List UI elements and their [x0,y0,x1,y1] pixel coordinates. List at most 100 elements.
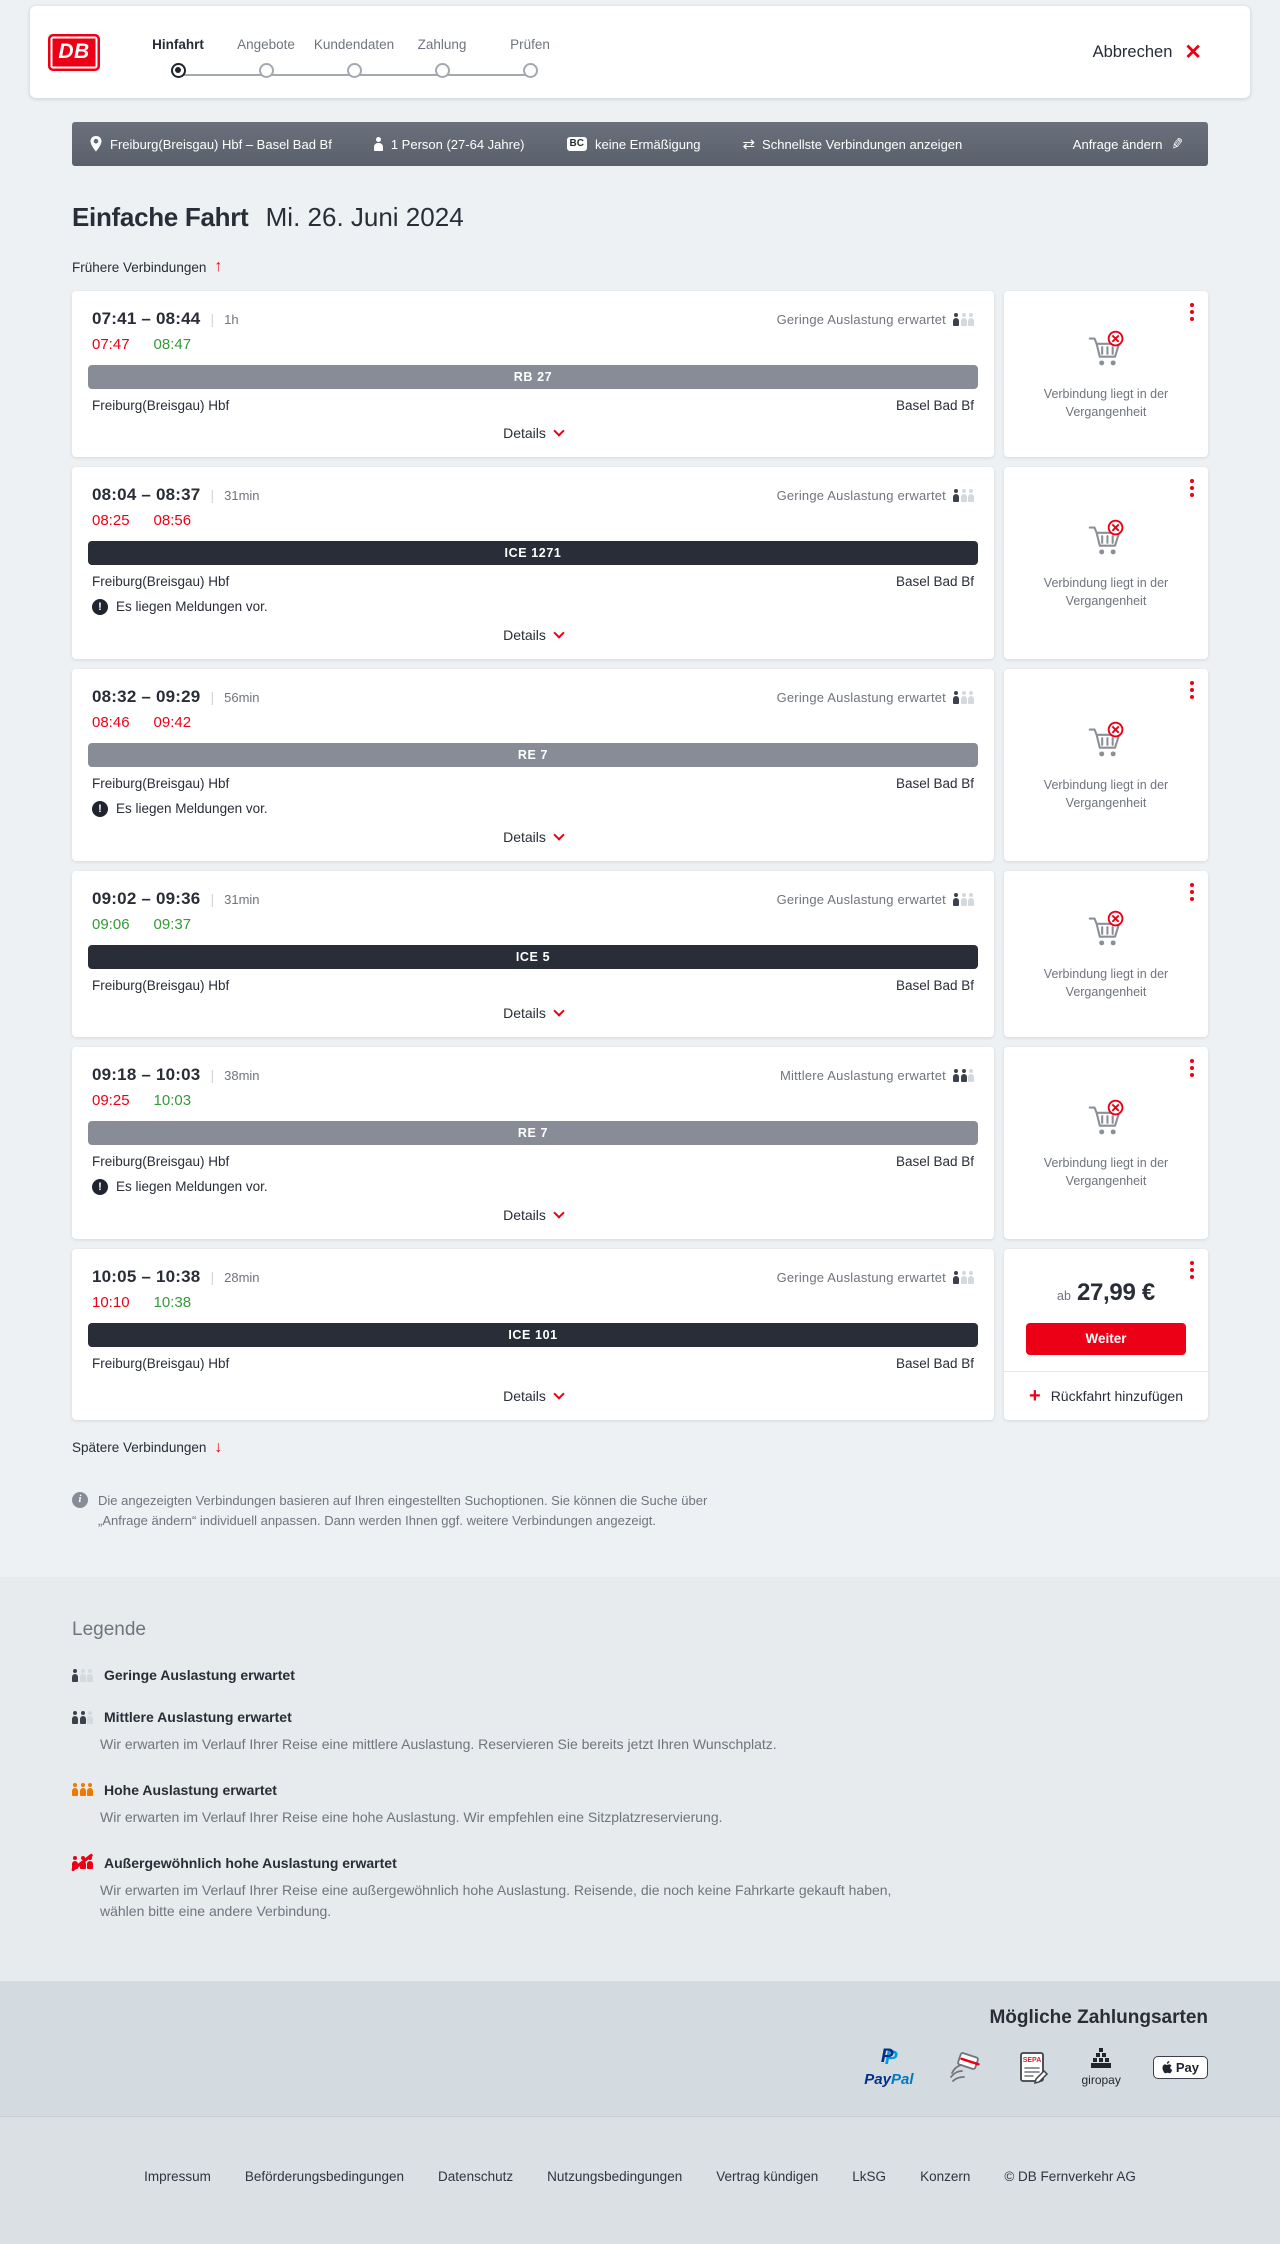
past-connection-info: Verbindung liegt in der Vergangenheit [1004,306,1208,441]
connection-row: 08:04 – 08:37 | 31min Geringe Auslastung… [72,466,1208,659]
arrow-up-icon: ↑ [214,258,223,275]
trip-type-label: Einfache Fahrt [72,202,249,232]
footer-link[interactable]: Nutzungsbedingungen [547,2169,683,2185]
occupancy-indicator: Geringe Auslastung erwartet [777,312,974,327]
separator: | [210,1066,215,1083]
actual-times: 09:06 09:37 [92,916,974,933]
occupancy-persons-icon [953,312,974,326]
stepper-step-angebote[interactable]: Angebote [178,37,310,78]
details-toggle[interactable]: Details [92,413,974,451]
continue-button[interactable]: Weiter [1026,1322,1186,1355]
connection-row: 10:05 – 10:38 | 28min Geringe Auslastung… [72,1248,1208,1420]
footer-link[interactable]: LkSG [852,2169,887,2185]
legend-item-label: Außergewöhnlich hohe Auslastung erwartet [104,1854,397,1871]
cancel-button[interactable]: Abbrechen ✕ [1087,41,1208,64]
kebab-menu-icon[interactable] [1188,881,1196,903]
past-connection-label: Verbindung liegt in der Vergangenheit [1043,386,1169,419]
kebab-menu-icon[interactable] [1188,1259,1196,1281]
add-return-button[interactable]: + Rückfahrt hinzufügen [1004,1370,1208,1420]
footer-link[interactable]: Datenschutz [438,2169,514,2185]
step-label: Prüfen [510,36,550,52]
summary-passengers-label: 1 Person (27-64 Jahre) [390,136,525,152]
footer-link[interactable]: Konzern [920,2169,971,2185]
occupancy-label: Geringe Auslastung erwartet [776,891,946,907]
bahncard-icon: BC [566,137,587,151]
warning-icon: ! [92,1178,108,1195]
search-summary-bar: Freiburg(Breisgau) Hbf – Basel Bad Bf 1 … [72,122,1208,166]
details-toggle[interactable]: Details [92,1376,974,1414]
train-product-bar: RE 7 [88,1120,978,1145]
earlier-connections-label: Frühere Verbindungen [72,259,207,275]
past-connection-label: Verbindung liegt in der Vergangenheit [1043,777,1169,810]
kebab-menu-icon[interactable] [1188,1057,1196,1079]
giropay-icon: giropay [1082,2048,1121,2087]
app-header: DB Hinfahrt Angebote Kundendaten Zahlung… [30,6,1250,98]
kebab-menu-icon[interactable] [1188,301,1196,323]
arrival-actual: 08:47 [153,335,192,353]
details-label: Details [503,626,546,643]
svg-text:SEPA: SEPA [1022,2057,1041,2064]
origin-station: Freiburg(Breisgau) Hbf [92,1153,230,1169]
stepper-step-kundendaten[interactable]: Kundendaten [266,36,398,78]
destination-station: Basel Bad Bf [895,397,974,413]
summary-discount-label: keine Ermäßigung [594,136,701,152]
details-toggle[interactable]: Details [92,817,974,855]
stepper-step-hinfahrt[interactable]: Hinfahrt [134,37,222,78]
cart-unavailable-icon [1088,721,1124,757]
location-pin-icon [90,136,102,152]
footer-link[interactable]: Beförderungsbedingungen [244,2169,405,2185]
stations-row: Freiburg(Breisgau) Hbf Basel Bad Bf [92,978,974,993]
connection-header: 08:32 – 09:29 | 56min Geringe Auslastung… [92,687,974,707]
later-connections-link[interactable]: Spätere Verbindungen ↓ [72,1439,222,1456]
occupancy-persons-icon [70,1853,94,1872]
connection-row: 09:18 – 10:03 | 38min Mittlere Auslastun… [72,1046,1208,1239]
stations-row: Freiburg(Breisgau) Hbf Basel Bad Bf [92,398,974,413]
time-range: 08:32 – 09:29 [92,686,201,706]
sepa-icon: SEPA [1016,2051,1050,2085]
summary-route: Freiburg(Breisgau) Hbf – Basel Bad Bf [90,136,332,152]
occupancy-indicator: Geringe Auslastung erwartet [777,1270,974,1285]
connection-side-panel: Verbindung liegt in der Vergangenheit [1004,466,1208,659]
progress-stepper: Hinfahrt Angebote Kundendaten Zahlung Pr… [134,27,574,78]
destination-station: Basel Bad Bf [895,977,974,993]
legend-section: Legende Geringe Auslastung erwartet Mitt… [0,1577,1280,1982]
separator: | [210,486,215,503]
cart-unavailable-icon [1088,330,1124,366]
connection-side-panel: Verbindung liegt in der Vergangenheit [1004,668,1208,861]
details-toggle[interactable]: Details [92,615,974,653]
earlier-connections-link[interactable]: Frühere Verbindungen ↑ [72,259,222,275]
connection-header: 08:04 – 08:37 | 31min Geringe Auslastung… [92,485,974,505]
time-range: 09:18 – 10:03 [92,1064,201,1084]
stepper-step-prüfen[interactable]: Prüfen [442,36,574,78]
departure-actual: 09:25 [92,1091,130,1109]
chevron-down-icon [553,828,565,841]
footer-link[interactable]: Impressum [144,2169,211,2185]
details-toggle[interactable]: Details [92,993,974,1031]
destination-station: Basel Bad Bf [895,775,974,791]
person-icon [373,137,383,151]
origin-station: Freiburg(Breisgau) Hbf [92,397,230,413]
step-label: Hinfahrt [152,36,204,52]
giropay-label: giropay [1081,2073,1121,2088]
trip-date-label: Mi. 26. Juni 2024 [265,202,464,232]
time-range: 10:05 – 10:38 [92,1266,201,1286]
occupancy-label: Mittlere Auslastung erwartet [779,1067,946,1083]
connection-header: 07:41 – 08:44 | 1h Geringe Auslastung er… [92,309,974,329]
kebab-menu-icon[interactable] [1188,679,1196,701]
footer-links: Impressum Beförderungsbedingungen Datensch… [40,2169,1240,2184]
past-connection-info: Verbindung liegt in der Vergangenheit [1004,495,1208,630]
stepper-step-zahlung[interactable]: Zahlung [354,37,486,78]
connection-header: 09:02 – 09:36 | 31min Geringe Auslastung… [92,889,974,909]
kebab-menu-icon[interactable] [1188,477,1196,499]
occupancy-label: Geringe Auslastung erwartet [776,1269,946,1285]
price-block: ab 27,99 € Weiter [1004,1249,1208,1371]
summary-sort-label: Schnellste Verbindungen anzeigen [762,136,963,152]
step-label: Kundendaten [313,36,395,52]
change-request-button[interactable]: Anfrage ändern ✎ [1067,134,1190,154]
details-toggle[interactable]: Details [92,1195,974,1233]
connection-card: 10:05 – 10:38 | 28min Geringe Auslastung… [72,1248,994,1420]
footer-copyright: © DB Fernverkehr AG [1004,2169,1136,2185]
details-label: Details [503,828,546,845]
footer-link[interactable]: Vertrag kündigen [716,2169,819,2185]
